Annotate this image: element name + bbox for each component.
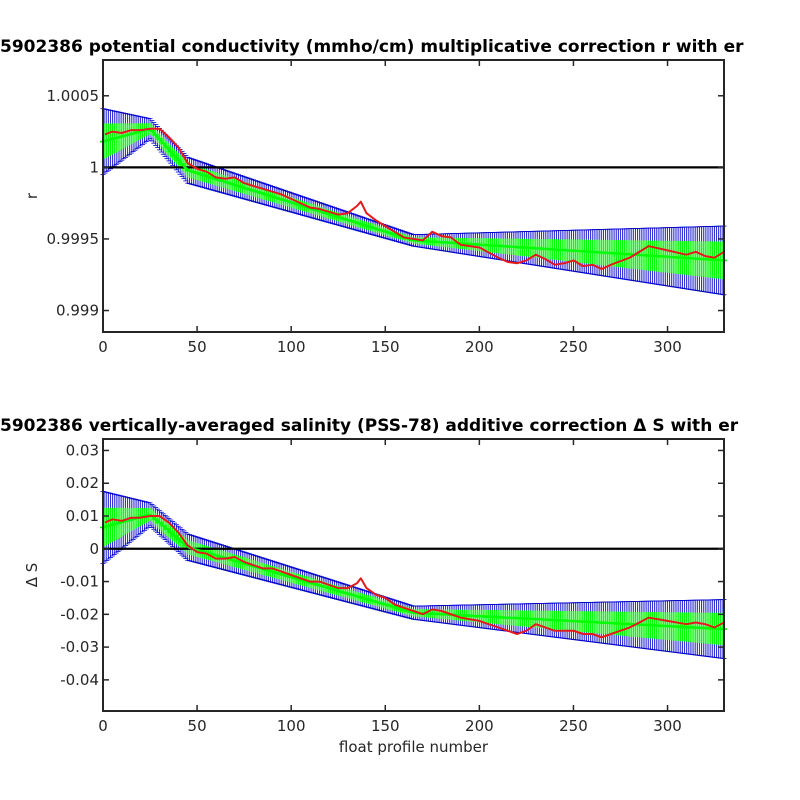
y-axis: -0.04 -0.03 -0.02 -0.01 0 0.01 0.02 0.03 — [60, 441, 724, 689]
error-bars — [100, 108, 727, 296]
x-tick-label: 100 — [277, 338, 306, 356]
conductivity-correction-panel: 5902386 potential conductivity (mmho/cm)… — [0, 37, 744, 356]
x-tick-label: 200 — [465, 717, 494, 735]
x-tick-label: 150 — [371, 717, 400, 735]
y-tick-label: -0.03 — [60, 638, 99, 656]
y-tick-label: -0.04 — [60, 671, 99, 689]
y-axis-label: Δ S — [23, 563, 41, 588]
y-axis-label: r — [23, 192, 41, 199]
error-bars — [100, 491, 727, 659]
chart-title: 5902386 vertically-averaged salinity (PS… — [0, 416, 739, 436]
y-tick-label: 0.999 — [56, 302, 99, 320]
x-tick-label: 300 — [653, 338, 682, 356]
x-tick-label: 100 — [277, 717, 306, 735]
plot-frame — [102, 59, 725, 333]
x-tick-label: 300 — [653, 717, 682, 735]
y-tick-label: 0.03 — [66, 441, 99, 459]
y-tick-label: 0.02 — [66, 474, 99, 492]
fit-line — [102, 513, 725, 631]
y-tick-label: 0.01 — [66, 507, 99, 525]
fit-line — [102, 127, 725, 262]
measured-series-line — [104, 515, 725, 639]
x-axis-label: float profile number — [339, 738, 489, 756]
x-tick-label: 50 — [188, 717, 207, 735]
y-tick-label: -0.01 — [60, 573, 99, 591]
x-tick-label: 250 — [559, 717, 588, 735]
x-tick-label: 0 — [98, 717, 108, 735]
x-axis: 0 50 100 150 200 250 300 — [98, 60, 682, 356]
chart-title: 5902386 potential conductivity (mmho/cm)… — [0, 37, 744, 57]
plot-frame — [102, 438, 725, 712]
x-axis: 0 50 100 150 200 250 300 — [98, 439, 682, 735]
measured-series-line — [104, 127, 725, 270]
y-tick-label: 0.9995 — [47, 230, 100, 248]
x-tick-label: 200 — [465, 338, 494, 356]
salinity-correction-panel: 5902386 vertically-averaged salinity (PS… — [0, 416, 739, 756]
x-tick-label: 0 — [98, 338, 108, 356]
y-tick-label: 1.0005 — [47, 87, 100, 105]
y-tick-label: -0.02 — [60, 605, 99, 623]
y-tick-label: 0 — [89, 540, 99, 558]
x-tick-label: 250 — [559, 338, 588, 356]
y-axis: 0.999 0.9995 1 1.0005 — [47, 87, 724, 320]
x-tick-label: 50 — [188, 338, 207, 356]
x-tick-label: 150 — [371, 338, 400, 356]
y-tick-label: 1 — [89, 158, 99, 176]
